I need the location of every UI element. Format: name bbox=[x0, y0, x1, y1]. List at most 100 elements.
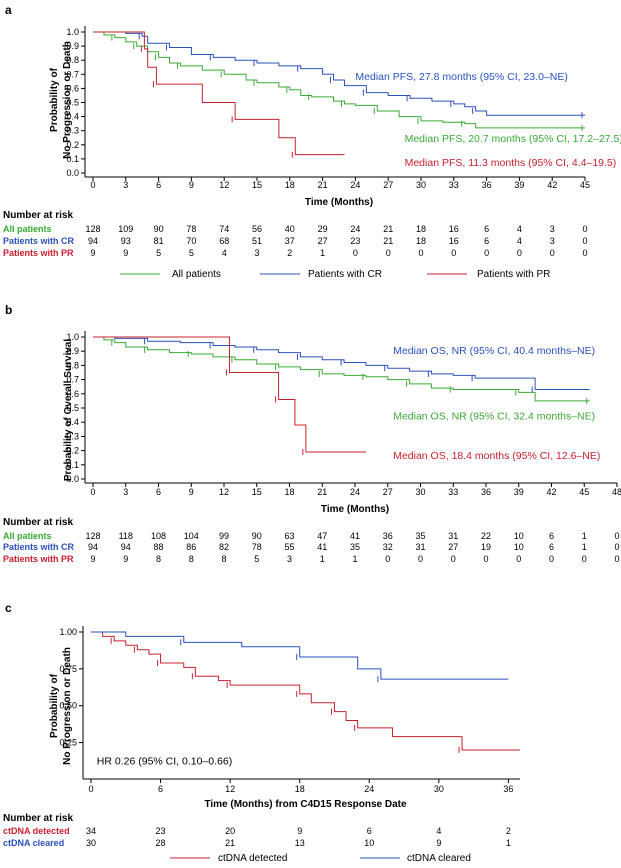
x-tick-label: 45 bbox=[580, 180, 590, 190]
risk-value: 47 bbox=[317, 531, 327, 541]
y-tick-label: 0.3 bbox=[66, 126, 79, 136]
y-axis-label-line: Probability of Overall Survival bbox=[63, 339, 74, 481]
x-tick-label: 18 bbox=[284, 487, 294, 497]
y-tick-label: 1.0 bbox=[66, 27, 79, 37]
x-tick-label: 42 bbox=[547, 180, 557, 190]
risk-value: 40 bbox=[285, 224, 295, 234]
x-tick-label: 15 bbox=[252, 487, 262, 497]
risk-value: 23 bbox=[156, 826, 166, 836]
risk-value: 18 bbox=[416, 224, 426, 234]
risk-value: 21 bbox=[225, 838, 235, 848]
risk-value: 16 bbox=[449, 224, 459, 234]
risk-value: 86 bbox=[186, 542, 196, 552]
risk-value: 30 bbox=[86, 838, 96, 848]
median-annotation: Median OS, NR (95% CI, 32.4 months–NE) bbox=[393, 410, 595, 422]
risk-value: 0 bbox=[614, 531, 619, 541]
risk-value: 0 bbox=[385, 554, 390, 564]
risk-row-label: ctDNA cleared bbox=[3, 838, 64, 848]
x-tick-label: 0 bbox=[90, 487, 95, 497]
median-annotation: Median OS, 18.4 months (95% CI, 12.6–NE) bbox=[393, 450, 600, 462]
risk-value: 6 bbox=[484, 236, 489, 246]
risk-value: 0 bbox=[516, 554, 521, 564]
risk-value: 0 bbox=[484, 248, 489, 258]
risk-value: 0 bbox=[550, 248, 555, 258]
x-tick-label: 36 bbox=[482, 180, 492, 190]
legend-label: ctDNA detected bbox=[218, 853, 287, 864]
risk-value: 0 bbox=[614, 554, 619, 564]
y-tick-label: 0.9 bbox=[66, 41, 79, 51]
risk-value: 5 bbox=[189, 248, 194, 258]
x-tick-label: 39 bbox=[514, 180, 524, 190]
x-axis-label: Time (Months) bbox=[305, 197, 373, 208]
x-tick-label: 42 bbox=[546, 487, 556, 497]
x-tick-label: 45 bbox=[579, 487, 589, 497]
risk-value: 94 bbox=[121, 542, 131, 552]
risk-value: 9 bbox=[90, 554, 95, 564]
x-tick-label: 12 bbox=[219, 487, 229, 497]
risk-value: 35 bbox=[415, 531, 425, 541]
y-tick-label: 0.6 bbox=[66, 389, 79, 399]
risk-value: 34 bbox=[86, 826, 96, 836]
risk-value: 1 bbox=[320, 248, 325, 258]
legend-label: Patients with PR bbox=[477, 269, 550, 280]
risk-value: 9 bbox=[123, 248, 128, 258]
risk-value: 88 bbox=[153, 542, 163, 552]
x-tick-label: 24 bbox=[350, 487, 360, 497]
series-line-patients-with-cr bbox=[93, 31, 585, 116]
risk-value: 20 bbox=[225, 826, 235, 836]
risk-value: 10 bbox=[514, 542, 524, 552]
risk-value: 0 bbox=[353, 248, 358, 258]
risk-value: 10 bbox=[514, 531, 524, 541]
risk-value: 55 bbox=[284, 542, 294, 552]
y-tick-label: 0.7 bbox=[66, 375, 79, 385]
risk-value: 13 bbox=[295, 838, 305, 848]
risk-value: 63 bbox=[284, 531, 294, 541]
series-line-patients-with-cr bbox=[93, 336, 590, 391]
x-tick-label: 30 bbox=[434, 784, 444, 794]
risk-value: 0 bbox=[451, 248, 456, 258]
risk-value: 90 bbox=[252, 531, 262, 541]
risk-value: 128 bbox=[85, 531, 100, 541]
y-tick-label: 0.25 bbox=[59, 738, 77, 748]
x-tick-label: 3 bbox=[123, 487, 128, 497]
legend-label: Patients with CR bbox=[308, 269, 382, 280]
risk-value: 0 bbox=[582, 248, 587, 258]
x-tick-label: 36 bbox=[481, 487, 491, 497]
risk-value: 31 bbox=[448, 531, 458, 541]
x-tick-label: 15 bbox=[252, 180, 262, 190]
risk-row-label: Patients with CR bbox=[3, 236, 75, 246]
median-annotation: Median PFS, 27.8 months (95% CI, 23.0–NE… bbox=[355, 71, 567, 83]
y-tick-label: 0.75 bbox=[59, 664, 77, 674]
y-tick-label: 0.2 bbox=[66, 446, 79, 456]
risk-value: 68 bbox=[219, 236, 229, 246]
x-tick-label: 6 bbox=[156, 180, 161, 190]
risk-value: 6 bbox=[549, 542, 554, 552]
chart-a: 0.00.10.20.30.40.50.60.70.80.91.00 3 6 9 12 1… bbox=[3, 26, 621, 280]
risk-row-label: All patients bbox=[3, 531, 52, 541]
x-tick-label: 9 bbox=[189, 487, 194, 497]
risk-value: 3 bbox=[550, 224, 555, 234]
risk-value: 0 bbox=[582, 224, 587, 234]
y-tick-label: 0.3 bbox=[66, 431, 79, 441]
x-tick-label: 36 bbox=[503, 784, 513, 794]
x-tick-label: 12 bbox=[219, 180, 229, 190]
y-tick-label: 0.8 bbox=[66, 55, 79, 65]
risk-value: 74 bbox=[219, 224, 229, 234]
risk-value: 0 bbox=[517, 248, 522, 258]
risk-value: 9 bbox=[297, 826, 302, 836]
x-tick-label: 6 bbox=[158, 784, 163, 794]
risk-value: 108 bbox=[151, 531, 166, 541]
risk-value: 8 bbox=[156, 554, 161, 564]
risk-value: 6 bbox=[549, 531, 554, 541]
risk-value: 4 bbox=[517, 236, 522, 246]
median-annotation: Median PFS, 11.3 months (95% CI, 4.4–19.… bbox=[405, 157, 617, 169]
risk-value: 41 bbox=[317, 542, 327, 552]
risk-value: 6 bbox=[484, 224, 489, 234]
risk-value: 27 bbox=[318, 236, 328, 246]
risk-value: 21 bbox=[383, 236, 393, 246]
series-line-patients-with-pr bbox=[93, 336, 366, 453]
x-tick-label: 18 bbox=[295, 784, 305, 794]
risk-value: 18 bbox=[416, 236, 426, 246]
risk-value: 0 bbox=[483, 554, 488, 564]
